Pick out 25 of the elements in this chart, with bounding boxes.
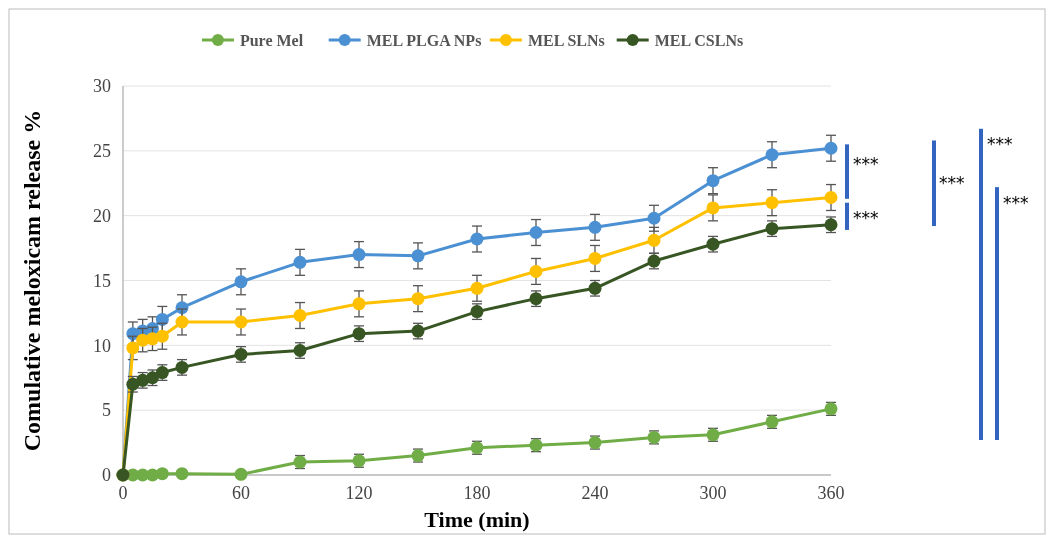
text: ***	[853, 208, 879, 229]
y-axis-title: Comulative meloxicam release %	[19, 109, 45, 452]
x-tick-label: 360	[817, 483, 845, 503]
text: ***	[987, 134, 1013, 155]
text: ***	[1003, 192, 1029, 213]
y-tick-label: 5	[102, 400, 111, 421]
y-tick-label: 20	[93, 205, 111, 226]
x-tick-label: 60	[232, 483, 250, 503]
text: ***	[939, 173, 965, 194]
y-tick-label: 10	[93, 335, 111, 356]
legend-label: MEL PLGA NPs	[366, 31, 482, 49]
y-tick-label: 0	[102, 465, 111, 486]
y-tick-label: 30	[93, 76, 111, 97]
legend-label: MEL SLNs	[527, 31, 605, 49]
text: ***	[853, 153, 879, 174]
x-tick-label: 300	[699, 483, 727, 503]
x-tick-label: 0	[118, 483, 128, 503]
x-tick-label: 180	[463, 483, 491, 503]
x-tick-label: 240	[581, 483, 609, 503]
y-tick-label: 25	[93, 141, 111, 162]
y-tick-label: 15	[93, 270, 111, 291]
legend-label: Pure Mel	[239, 31, 304, 49]
x-tick-label: 120	[345, 483, 373, 503]
legend-label: MEL CSLNs	[654, 31, 744, 49]
x-axis-title: Time (min)	[424, 507, 530, 532]
